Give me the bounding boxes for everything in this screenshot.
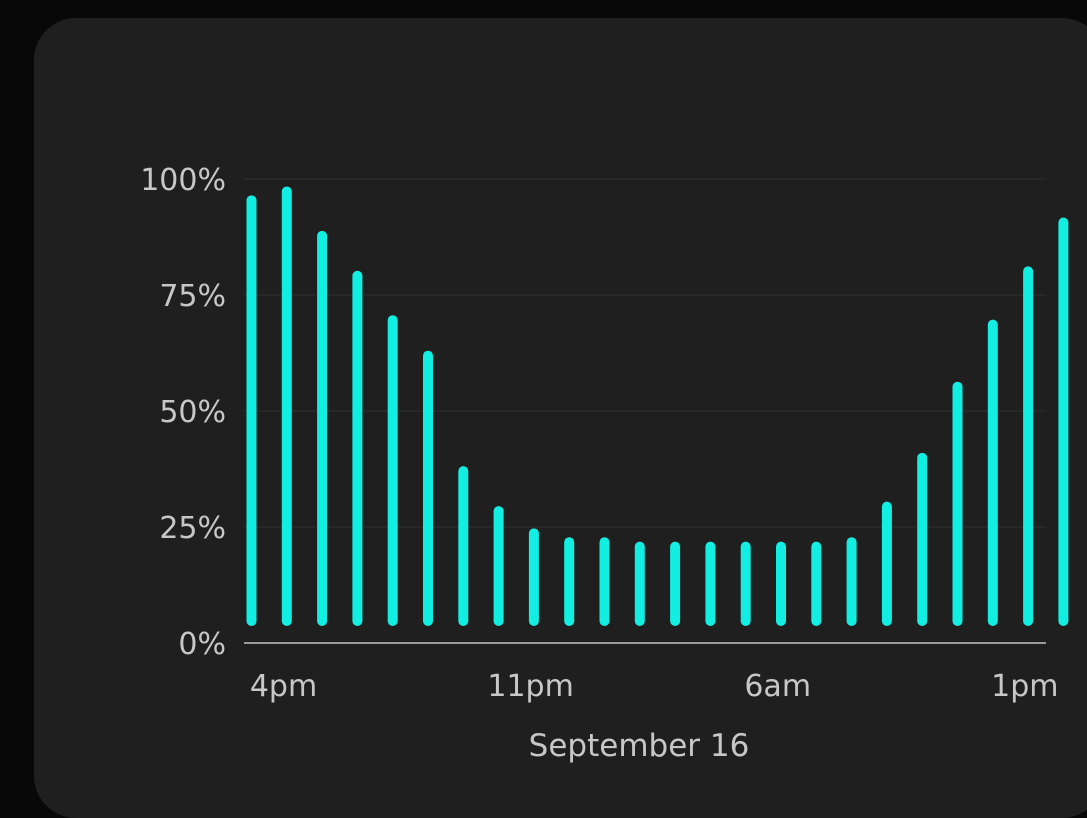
bar <box>670 541 681 626</box>
bar <box>846 537 857 626</box>
bar <box>952 381 963 626</box>
bars <box>246 186 1069 626</box>
bar <box>423 350 433 626</box>
y-tick-label: 25% <box>159 511 226 546</box>
x-tick-label: 11pm <box>487 669 573 704</box>
bar <box>458 466 469 626</box>
bar <box>352 270 363 626</box>
bar <box>599 537 610 626</box>
bar <box>634 541 645 626</box>
y-tick-label: 75% <box>159 279 226 314</box>
y-tick-label: 50% <box>159 395 226 430</box>
bar <box>564 537 575 626</box>
bar <box>987 319 998 626</box>
gridlines <box>244 178 1046 528</box>
bar <box>281 186 292 626</box>
bar <box>493 506 504 626</box>
bar <box>317 230 328 626</box>
bar <box>246 195 257 626</box>
y-tick-label: 100% <box>140 163 226 198</box>
bar <box>881 501 892 626</box>
x-tick-label: 1pm <box>991 669 1058 704</box>
x-tick-label: 6am <box>744 669 811 704</box>
x-axis-title: September 16 <box>529 728 750 764</box>
bar <box>811 541 822 626</box>
bar <box>776 541 786 626</box>
bar <box>705 541 716 626</box>
y-axis-ticks: 0% 25% 50% 75% 100% <box>140 163 226 662</box>
bar <box>528 528 539 626</box>
bar <box>740 541 751 626</box>
x-tick-label: 4pm <box>250 669 317 704</box>
bar <box>1058 217 1069 626</box>
chart-card <box>34 18 1087 818</box>
bar <box>917 452 928 626</box>
bar <box>387 315 398 626</box>
y-tick-label: 0% <box>178 627 226 662</box>
bar <box>1023 266 1034 626</box>
x-axis-ticks: 4pm 11pm 6am 1pm <box>250 669 1059 704</box>
